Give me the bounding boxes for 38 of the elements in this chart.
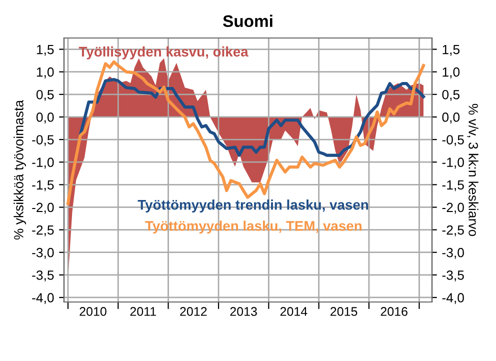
- text: Työttömyyden lasku, TEM, vasen: [145, 220, 362, 234]
- x-tick-label: 2015: [330, 307, 358, 316]
- y-tick-label: -3,0: [32, 248, 54, 259]
- y2-tick-label: -4,0: [442, 293, 464, 304]
- y-tick-label: -1,5: [32, 180, 54, 192]
- y-tick-label: -0,5: [32, 135, 54, 146]
- x-tick-label: 2014: [280, 307, 308, 316]
- y2-tick-label: 0,5: [442, 90, 460, 101]
- y2-tick-label: -3,5: [442, 270, 464, 282]
- y-tick-label: 0,0: [36, 112, 54, 124]
- x-tick-label: 2013: [230, 307, 257, 316]
- y-tick-label: -3,5: [32, 270, 54, 282]
- y2-tick-label: 1,5: [442, 44, 460, 56]
- y2-axis-title: % v/v, 3 kk:n keskiarvo: [467, 104, 478, 236]
- text: Työttömyyden trendin lasku, vasen: [138, 200, 368, 212]
- y-axis-title: % yksikköä työvoimasta: [14, 100, 26, 240]
- y-tick-label: 1,5: [36, 44, 54, 56]
- y2-tick-label: -3,0: [442, 248, 464, 259]
- y-tick-label: -2,5: [32, 225, 54, 236]
- y-tick-label: -4,0: [32, 293, 54, 304]
- chart-title: Suomi: [223, 14, 272, 28]
- series-label: Työllisyyden kasvu, oikea: [78, 46, 248, 60]
- y2-tick-label: -1,5: [442, 180, 464, 192]
- y-tick-label: 1,0: [36, 67, 54, 78]
- y-tick-label: -2,0: [32, 202, 54, 214]
- y2-tick-label: 1,0: [442, 67, 460, 78]
- x-tick-label: 2012: [180, 307, 207, 316]
- y2-tick-label: -2,0: [442, 202, 464, 214]
- y2-tick-label: -1,0: [442, 158, 464, 169]
- y-tick-label: -1,0: [32, 158, 54, 169]
- x-tick-label: 2010: [80, 307, 106, 316]
- y2-tick-label: -2,5: [442, 225, 464, 236]
- y2-tick-label: -0,5: [442, 135, 464, 146]
- y2-tick-label: 0,0: [442, 112, 460, 124]
- line-series: [78, 78, 426, 157]
- x-tick-label: 2011: [130, 307, 156, 316]
- y-tick-label: 0,5: [36, 90, 54, 101]
- x-tick-label: 2016: [380, 307, 408, 316]
